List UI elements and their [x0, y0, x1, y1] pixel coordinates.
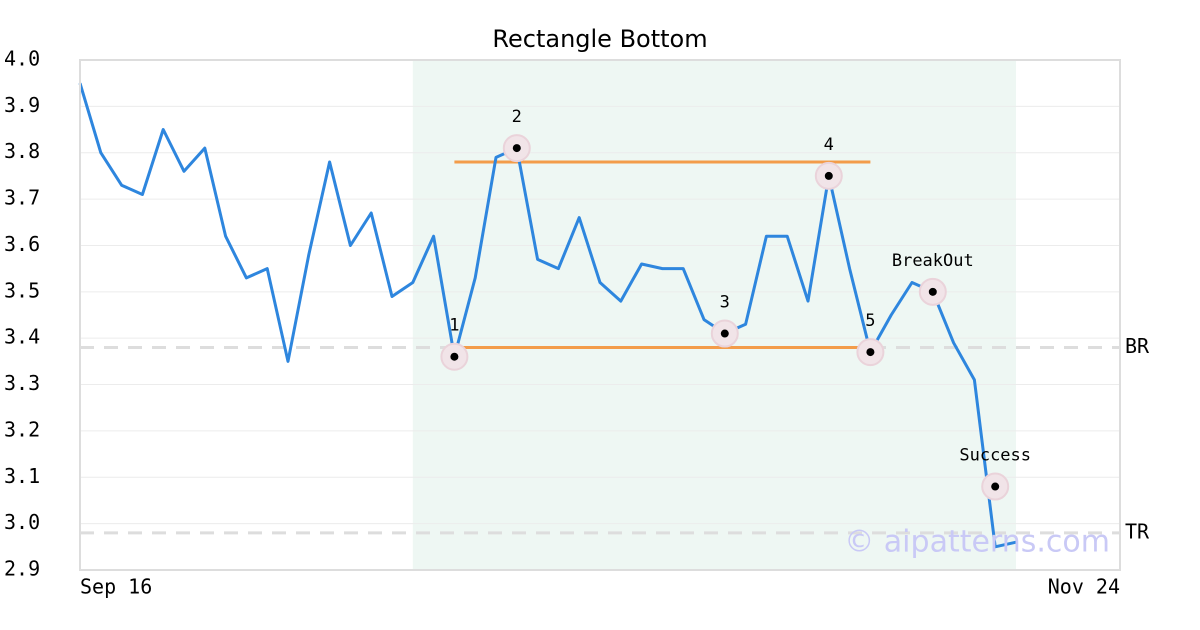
y-tick-label: 3.3 [4, 371, 40, 395]
annotation-point [866, 348, 875, 357]
annotation-label: Success [959, 446, 1031, 466]
annotation-label: 4 [824, 135, 834, 155]
annotation-label: 2 [512, 107, 522, 127]
y-tick-label: 3.7 [4, 186, 40, 210]
y-tick-label: 3.1 [4, 464, 40, 488]
annotation-point [824, 171, 833, 180]
level-label: TR [1125, 519, 1150, 543]
annotation-label: 3 [720, 293, 730, 313]
x-tick-label: Nov 24 [1048, 575, 1120, 599]
y-tick-label: 3.9 [4, 93, 40, 117]
annotation-point [450, 352, 459, 361]
level-label: BR [1125, 334, 1150, 358]
watermark: © aipatterns.com [844, 525, 1110, 560]
y-tick-label: 3.8 [4, 139, 40, 163]
annotation-point [928, 287, 937, 296]
y-tick-label: 3.2 [4, 417, 40, 441]
annotation-label: BreakOut [892, 251, 974, 271]
y-tick-label: 2.9 [4, 557, 40, 581]
chart-title: Rectangle Bottom [492, 25, 707, 53]
y-tick-label: 3.5 [4, 278, 40, 302]
y-tick-label: 3.0 [4, 510, 40, 534]
y-tick-label: 3.4 [4, 325, 40, 349]
annotation-point [512, 144, 521, 153]
plot-border [79, 59, 1121, 571]
x-tick-label: Sep 16 [80, 575, 152, 599]
annotation-point [720, 329, 729, 338]
y-tick-label: 4.0 [4, 47, 40, 71]
annotation-label: 5 [865, 311, 875, 331]
annotation-label: 1 [449, 316, 459, 336]
y-tick-label: 3.6 [4, 232, 40, 256]
annotation-point [991, 482, 1000, 491]
pattern-region [412, 60, 1016, 570]
price-line [78, 82, 1017, 549]
